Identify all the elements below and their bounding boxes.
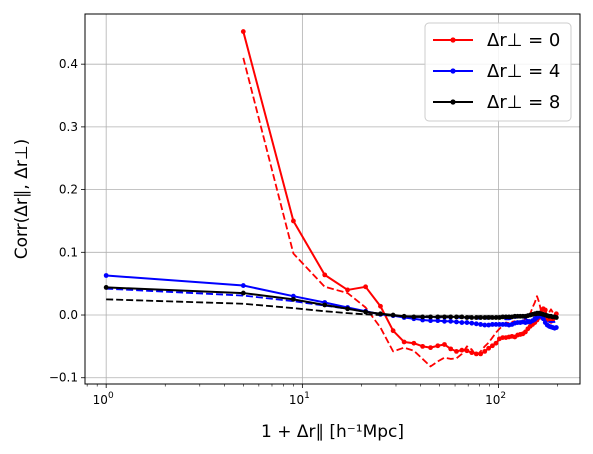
y-tick-label: 0.2	[59, 183, 78, 197]
data-point	[240, 29, 246, 34]
series-5	[106, 298, 557, 318]
y-tick-label: 0.0	[59, 308, 78, 322]
data-point	[482, 348, 488, 354]
data-point	[345, 306, 350, 312]
data-point	[390, 328, 396, 334]
data-point	[240, 283, 246, 288]
series-1	[242, 57, 558, 368]
data-point	[448, 318, 454, 324]
series-layer	[103, 29, 559, 368]
x-tick-exponent: 1	[304, 391, 310, 401]
y-tick-label: −0.1	[49, 371, 78, 385]
data-point	[378, 303, 383, 309]
data-point	[464, 320, 470, 325]
data-point	[420, 343, 426, 349]
data-point	[489, 343, 495, 349]
data-point	[322, 302, 328, 308]
legend: Δr⊥ = 0 Δr⊥ = 4 Δr⊥ = 8	[424, 22, 572, 122]
data-point	[345, 287, 350, 293]
data-point	[459, 320, 465, 325]
legend-marker	[450, 99, 456, 105]
data-point	[553, 315, 559, 320]
data-point	[322, 272, 328, 278]
legend-marker	[450, 68, 456, 74]
data-point	[553, 325, 559, 330]
legend-label: Δr⊥ = 4	[487, 61, 560, 82]
data-point	[482, 322, 488, 328]
data-point	[435, 343, 441, 349]
data-point	[454, 348, 459, 354]
data-point	[411, 340, 417, 346]
data-point	[478, 322, 484, 327]
data-point	[428, 345, 433, 351]
y-axis-label: Corr(Δr∥, Δr⊥)	[12, 139, 32, 260]
dashed-series-line	[242, 57, 558, 368]
data-point	[489, 322, 495, 327]
y-tick-label: 0.4	[59, 57, 78, 71]
data-point	[542, 307, 548, 313]
legend-label: Δr⊥ = 0	[487, 30, 560, 51]
data-point	[442, 342, 447, 347]
x-tick-exponent: 2	[500, 391, 506, 401]
data-point	[240, 290, 246, 296]
data-point	[454, 319, 459, 325]
data-point	[435, 318, 441, 324]
legend-label: Δr⊥ = 8	[487, 92, 560, 113]
data-point	[290, 218, 296, 224]
x-axis-label: 1 + Δr∥ [h⁻¹Mpc]	[261, 422, 404, 442]
y-tick-label: 0.3	[59, 120, 78, 134]
data-point	[401, 313, 407, 319]
data-point	[411, 314, 417, 320]
data-point	[469, 320, 475, 326]
data-point	[486, 322, 492, 328]
legend-marker	[450, 37, 456, 43]
data-point	[486, 345, 492, 351]
dashed-series-line	[106, 298, 557, 318]
data-point	[103, 273, 109, 278]
legend-box	[424, 22, 572, 122]
data-point	[103, 285, 109, 290]
x-tick-exponent: 0	[108, 391, 114, 401]
data-point	[428, 318, 433, 324]
plot-frame	[84, 13, 581, 385]
data-point	[401, 339, 407, 345]
data-point	[473, 321, 479, 327]
data-point	[363, 309, 368, 315]
data-point	[290, 296, 296, 302]
data-point	[497, 322, 502, 327]
data-point	[448, 346, 454, 352]
y-tick-label: 0.1	[59, 245, 78, 259]
data-point	[493, 340, 499, 346]
data-point	[363, 284, 368, 290]
data-point	[442, 318, 447, 324]
data-point	[493, 322, 499, 327]
data-point	[459, 347, 465, 353]
